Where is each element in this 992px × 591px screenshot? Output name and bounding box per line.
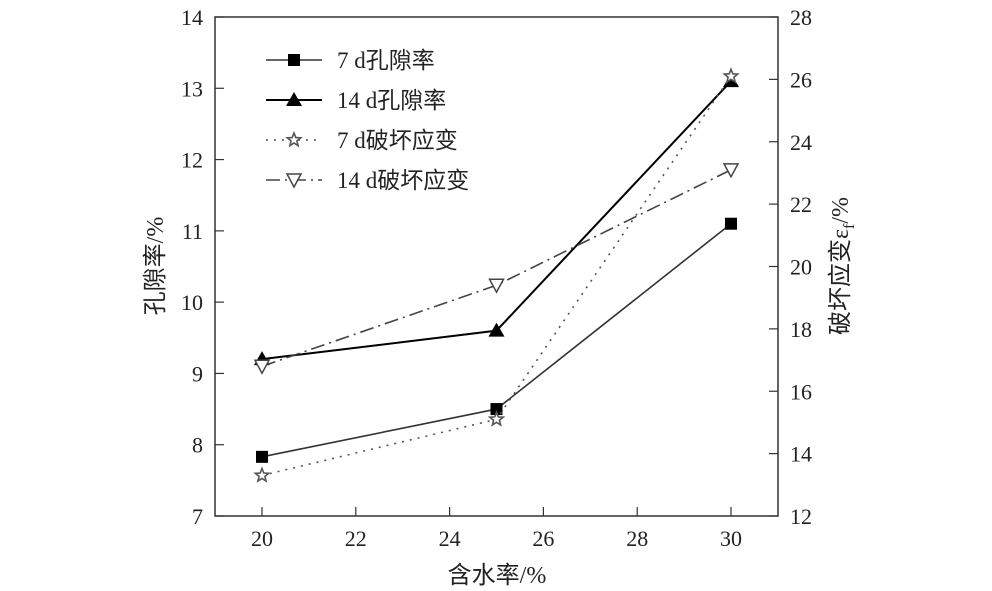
series-line [261, 169, 732, 368]
triangle-down-marker [285, 173, 303, 189]
plot-frame [214, 16, 779, 517]
x-tick-label: 30 [720, 526, 742, 551]
star-marker [253, 466, 271, 483]
y2-tick-label: 24 [790, 130, 812, 155]
square-marker [256, 450, 268, 463]
triangle-down-marker [722, 163, 740, 179]
triangle-marker [286, 92, 302, 106]
legend-label: 7 d破坏应变 [337, 128, 458, 153]
legend-entry: 14 d破坏应变 [266, 168, 469, 193]
y2-tick-label: 26 [790, 67, 812, 92]
y-tick-label: 11 [182, 219, 203, 244]
series-3 [253, 163, 740, 375]
square-marker [725, 217, 737, 230]
x-tick-label: 22 [345, 526, 367, 551]
legend-entry: 14 d孔隙率 [266, 88, 446, 113]
legend-label: 14 d破坏应变 [337, 168, 469, 193]
x-tick-label: 28 [626, 526, 648, 551]
y-tick-label: 8 [192, 433, 203, 458]
y2-axis-label-main: 破坏应变ε [827, 229, 854, 335]
y2-tick-label: 28 [790, 5, 812, 30]
series-1 [254, 73, 739, 366]
y-tick-label: 13 [181, 76, 203, 101]
y-tick-label: 10 [181, 290, 203, 315]
legend-label: 14 d孔隙率 [337, 88, 446, 113]
y2-axis-label: 破坏应变εf/% [827, 197, 858, 335]
triangle-down-marker [488, 278, 505, 294]
star-marker [285, 130, 303, 148]
triangle-down-marker [253, 359, 271, 375]
y-tick-label: 9 [192, 361, 203, 386]
y2-tick-label: 16 [790, 379, 812, 404]
y2-tick-label: 12 [790, 504, 812, 529]
y-axis-label: 孔隙率/% [142, 217, 169, 316]
y2-tick-label: 18 [790, 317, 812, 342]
legend-entry: 7 d破坏应变 [266, 128, 458, 153]
x-tick-label: 26 [532, 526, 554, 551]
x-tick-label: 24 [439, 526, 461, 551]
y2-tick-label: 22 [790, 192, 812, 217]
triangle-marker [488, 322, 505, 337]
square-marker [288, 54, 300, 66]
y2-axis-label-sub: f [841, 223, 858, 229]
y-tick-label: 12 [181, 148, 203, 173]
x-tick-label: 20 [251, 526, 273, 551]
legend-label: 7 d孔隙率 [337, 48, 435, 73]
y2-tick-label: 20 [790, 255, 812, 280]
x-axis-label: 含水率/% [448, 562, 547, 589]
legend-entry: 7 d孔隙率 [266, 48, 435, 73]
y-tick-label: 7 [192, 504, 203, 529]
series-line [261, 80, 732, 361]
y2-axis-label-suffix: /% [828, 197, 854, 224]
star-marker [722, 67, 740, 84]
square-marker [490, 403, 503, 416]
series-2 [253, 67, 740, 483]
y2-tick-label: 14 [790, 442, 812, 467]
series-0 [256, 217, 737, 463]
y-tick-label: 14 [181, 5, 203, 30]
star-marker [487, 410, 506, 427]
